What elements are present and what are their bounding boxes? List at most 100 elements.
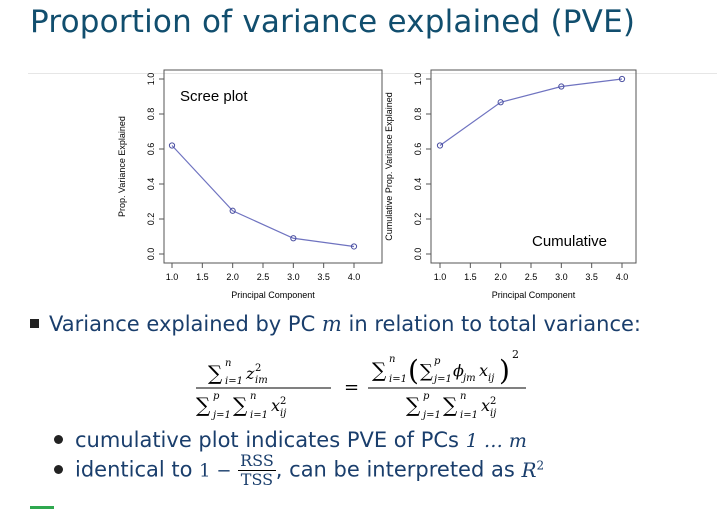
r-squared: R2	[521, 458, 544, 482]
cumulative-y-tick-label: 0.6	[413, 143, 423, 156]
svg-text:p: p	[213, 391, 220, 402]
svg-text:ϕ: ϕ	[453, 361, 464, 380]
bullet-identical-r2: identical to 1 − RSS TSS, can be interpre…	[54, 452, 544, 489]
cumulative-x-tick-label: 4.0	[616, 272, 629, 282]
sub2-text-b: , can be interpreted as	[275, 457, 515, 482]
cumulative-data-point	[436, 142, 444, 149]
scree-data-point	[229, 207, 236, 214]
svg-text:z: z	[245, 364, 255, 383]
scree-plot-label: Scree plot	[180, 88, 248, 105]
r-exponent: 2	[536, 457, 545, 472]
svg-text:n: n	[225, 358, 231, 369]
scree-y-tick-label: 0.6	[146, 143, 156, 156]
bullet-main-text: Variance explained by PC	[49, 312, 316, 336]
svg-text:j=1: j=1	[432, 374, 452, 385]
scree-data-point	[290, 235, 297, 242]
svg-text:∑: ∑	[406, 393, 421, 417]
r-symbol: R	[521, 457, 537, 482]
svg-text:ij: ij	[280, 408, 286, 419]
svg-text:im: im	[255, 375, 268, 386]
svg-text:(: (	[408, 354, 419, 387]
svg-text:x: x	[479, 361, 488, 380]
scree-data-point	[350, 243, 358, 250]
svg-text:∑: ∑	[233, 393, 248, 417]
svg-text:i=1: i=1	[225, 376, 243, 387]
cumulative-x-tick-label: 1.0	[434, 272, 447, 282]
svg-text:j=1: j=1	[211, 410, 231, 421]
scree-y-tick-label: 0.2	[146, 213, 156, 226]
sub2-one-minus: 1 −	[199, 460, 232, 482]
cumulative-x-tick-label: 2.0	[494, 272, 507, 282]
svg-text:i=1: i=1	[460, 410, 478, 421]
bullet-variance-explained: Variance explained by PC m in relation t…	[30, 312, 641, 336]
svg-text:p: p	[434, 356, 441, 367]
cumulative-x-tick-label: 1.5	[464, 272, 477, 282]
svg-text:∑: ∑	[420, 361, 433, 382]
cumulative-x-tick-label: 3.5	[585, 272, 598, 282]
svg-text:j=1: j=1	[421, 410, 441, 421]
svg-text:∑: ∑	[372, 358, 387, 382]
cumulative-y-tick-label: 1.0	[413, 73, 423, 86]
cumulative-plot-frame	[430, 69, 637, 264]
scree-x-tick-label: 3.0	[287, 272, 300, 282]
svg-text:p: p	[423, 391, 430, 402]
svg-text:2: 2	[490, 396, 496, 407]
square-bullet-icon	[30, 319, 39, 328]
tss: TSS	[240, 470, 274, 489]
cumulative-x-axis-label: Principal Component	[492, 290, 576, 300]
sub1-text: cumulative plot indicates PVE of PCs	[75, 428, 459, 452]
svg-text:∑: ∑	[443, 393, 458, 417]
svg-text:i=1: i=1	[389, 374, 407, 385]
cumulative-y-axis-label: Cumulative Prop. Variance Explained	[384, 92, 394, 240]
footer-accent-bar	[30, 506, 54, 509]
sub2-text-a: identical to	[75, 457, 193, 482]
rss: RSS	[238, 451, 276, 471]
math-m: m	[321, 312, 342, 336]
cumulative-data-point	[497, 99, 504, 106]
rss-tss-fraction: RSS TSS	[238, 452, 276, 489]
pve-charts: Scree plot Cumulative 1.0 1.5 2.0 2.5 3.0 3.5…	[117, 69, 637, 300]
svg-text:2: 2	[255, 363, 261, 374]
title-divider	[28, 73, 717, 74]
cumulative-data-point	[558, 83, 565, 90]
svg-text:i=1: i=1	[250, 410, 268, 421]
svg-text:ij: ij	[488, 373, 494, 384]
scree-plot-frame	[163, 69, 383, 264]
pve-formula: ∑ i=1 n z im 2 ∑ j=1 p ∑ i=1 n x ij 2 = …	[196, 348, 526, 421]
scree-x-tick-label: 3.5	[317, 272, 330, 282]
scree-x-tick-label: 1.0	[166, 272, 179, 282]
scree-x-tick-label: 1.5	[196, 272, 209, 282]
cumulative-data-point	[618, 75, 626, 83]
scree-y-tick-label: 0.4	[146, 178, 156, 191]
cumulative-y-tick-label: 0.4	[413, 178, 423, 191]
cumulative-x-tick-label: 3.0	[555, 272, 568, 282]
scree-y-tick-label: 1.0	[146, 73, 156, 86]
svg-text:x: x	[481, 396, 490, 415]
svg-text:2: 2	[512, 348, 519, 361]
cumulative-label: Cumulative	[532, 233, 607, 250]
scree-x-tick-label: 2.5	[257, 272, 270, 282]
svg-text:∑: ∑	[196, 393, 211, 417]
svg-text:ij: ij	[490, 408, 496, 419]
cumulative-y-tick-label: 0.8	[413, 108, 423, 121]
sub1-math: 1 … m	[465, 430, 527, 452]
round-bullet-icon	[54, 464, 63, 474]
equals-sign: =	[344, 377, 359, 398]
scree-x-tick-label: 2.0	[226, 272, 239, 282]
svg-text:n: n	[250, 391, 256, 402]
cumulative-y-tick-label: 0.0	[413, 248, 423, 261]
round-bullet-icon	[54, 435, 63, 444]
cumulative-x-tick-label: 2.5	[525, 272, 538, 282]
bullet-cumulative-plot: cumulative plot indicates PVE of PCs 1 ……	[54, 428, 527, 452]
scree-data-point	[168, 142, 176, 149]
scree-y-axis-label: Prop. Variance Explained	[117, 116, 127, 217]
svg-text:n: n	[389, 354, 395, 365]
cumulative-y-tick-label: 0.2	[413, 213, 423, 226]
cumulative-series-line	[439, 78, 623, 146]
scree-series-line	[171, 145, 355, 248]
svg-text:n: n	[460, 391, 466, 402]
svg-text:jm: jm	[461, 373, 476, 384]
scree-y-tick-label: 0.0	[146, 248, 156, 261]
scree-x-tick-label: 4.0	[348, 272, 361, 282]
svg-text:): )	[499, 354, 510, 387]
